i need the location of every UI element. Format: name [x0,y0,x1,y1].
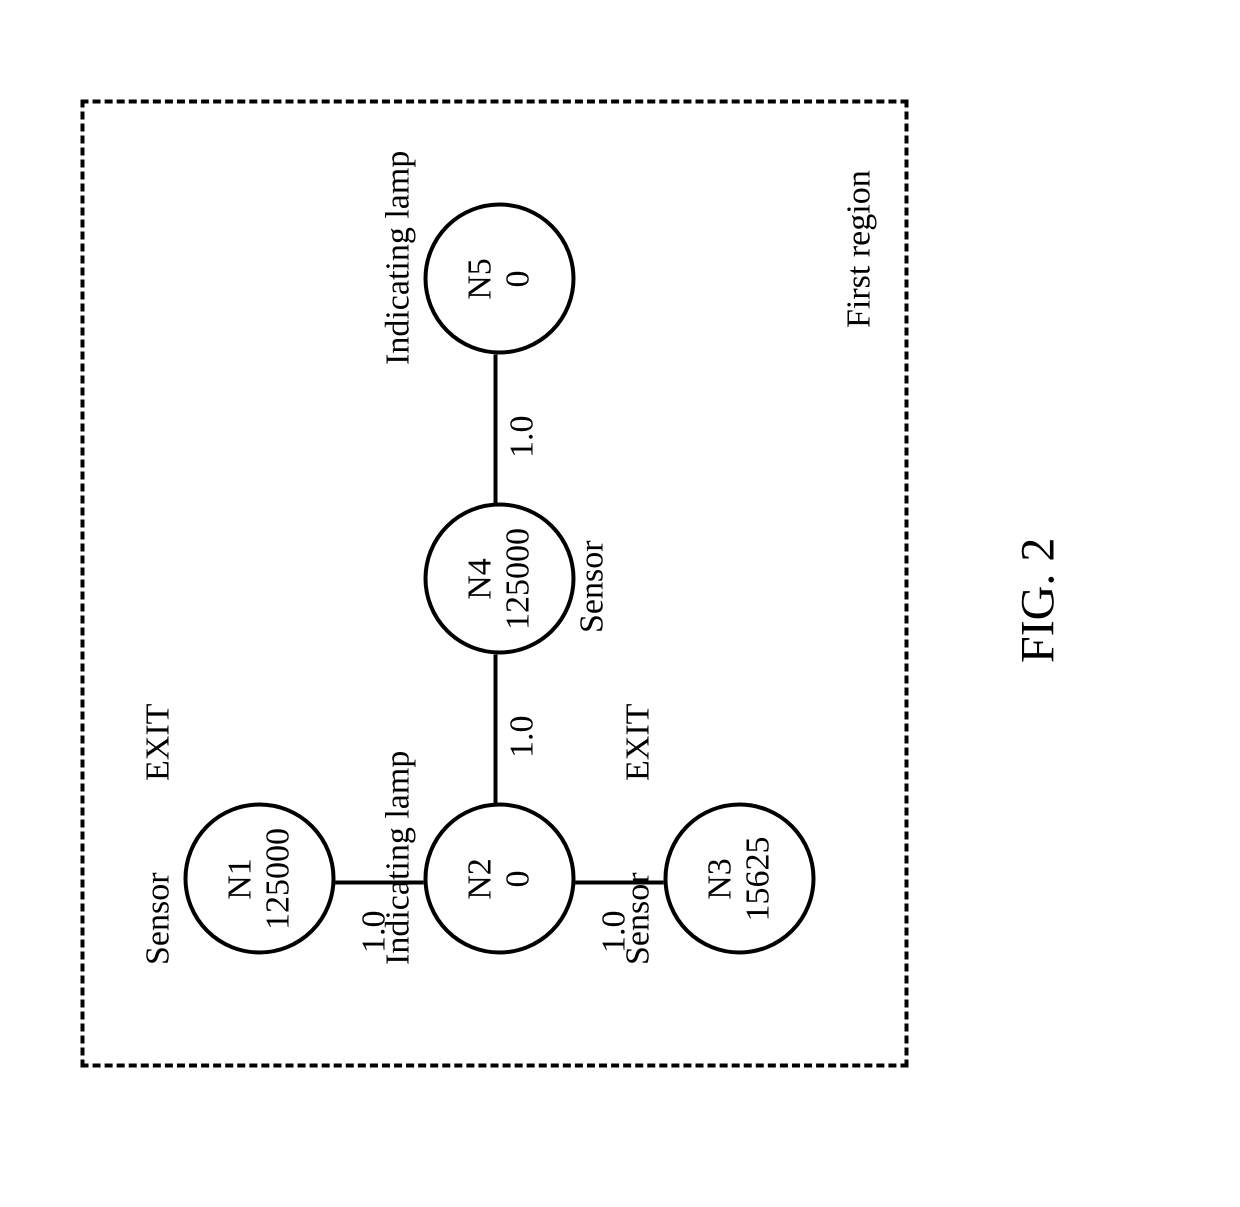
node-value: 15625 [739,837,776,922]
diagram-inner: FIG. 2 First region1.01.01.01.0N1125000S… [0,0,1240,1173]
edge-weight: 1.0 [503,716,541,759]
node-id: N4 [462,558,499,600]
node-n3: N315625 [663,803,815,955]
figure-caption: FIG. 2 [1010,538,1065,663]
node-id: N5 [462,258,499,300]
node-value: 125000 [259,828,296,930]
node-n1: N1125000 [183,803,335,955]
node-label-right: EXIT [619,704,657,781]
node-n2: N20 [423,803,575,955]
node-id: N3 [702,858,739,900]
node-label-above: Indicating lamp [379,151,417,365]
node-label-right: EXIT [139,704,177,781]
edge-weight: 1.0 [503,416,541,459]
node-n5: N50 [423,203,575,355]
region-label: First region [840,170,878,328]
node-value: 125000 [499,528,536,630]
node-value: 0 [499,871,536,888]
node-value: 0 [499,271,536,288]
node-label-above: Indicating lamp [379,751,417,965]
diagram-canvas: FIG. 2 First region1.01.01.01.0N1125000S… [34,0,1207,1207]
node-label-above: Sensor [619,872,657,965]
node-id: N2 [462,858,499,900]
node-n4: N4125000 [423,503,575,655]
node-label-below: Sensor [573,540,611,633]
node-id: N1 [222,858,259,900]
node-label-above: Sensor [139,872,177,965]
